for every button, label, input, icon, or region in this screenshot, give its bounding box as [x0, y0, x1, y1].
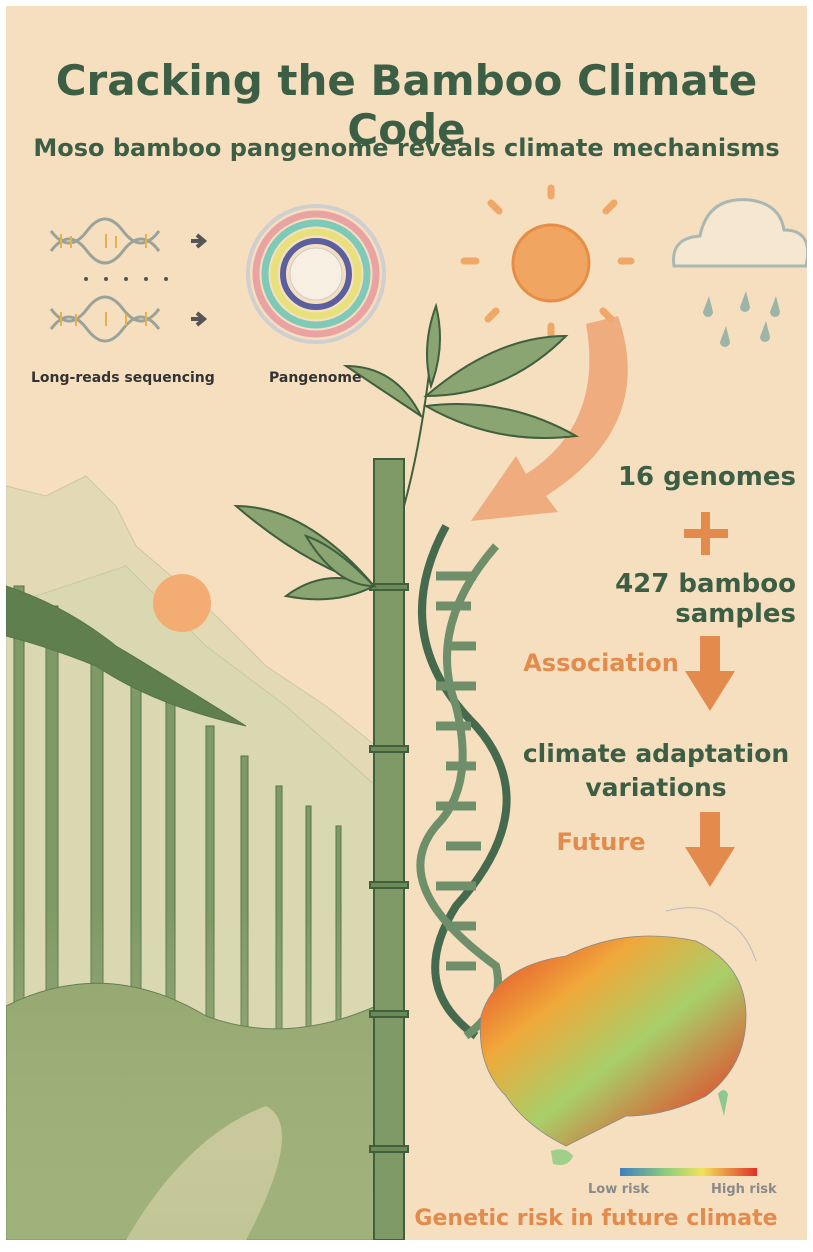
pangenome-circos-part	[290, 248, 342, 300]
fog	[6, 906, 376, 1240]
risk-map	[480, 908, 756, 1165]
dna-icons-part	[191, 235, 204, 325]
plus	[684, 512, 728, 555]
sun-small	[153, 574, 211, 632]
cloud	[674, 200, 807, 347]
dots-part	[84, 277, 88, 281]
cloud-part-part	[760, 321, 770, 342]
cloud-part-part	[740, 291, 750, 312]
flow-label: Future	[546, 828, 656, 856]
bamboo-stalk-part-part	[370, 746, 408, 752]
subtitle: Moso bamboo pangenome reveals climate me…	[6, 134, 807, 162]
bamboo-leaves-part	[427, 306, 440, 386]
plus-part	[701, 512, 710, 555]
bamboo-stalk-part-part	[370, 1146, 408, 1152]
cloud-part-part	[720, 326, 730, 347]
dots-part	[144, 277, 148, 281]
dna-icons-part-part	[61, 234, 146, 326]
down-arrow-part	[685, 812, 735, 887]
flow-label: Association	[516, 649, 686, 677]
poster: Cracking the Bamboo Climate Code Moso ba…	[6, 6, 807, 1240]
bamboo-leaves	[236, 306, 576, 599]
sun-part	[513, 225, 589, 301]
bamboo-stalk	[370, 459, 408, 1240]
risk-map-part	[480, 936, 746, 1146]
cloud-part	[674, 200, 807, 266]
map-caption: Genetic risk in future climate	[386, 1206, 806, 1231]
legend-label: Low risk	[588, 1182, 649, 1197]
risk-legend-bar	[620, 1168, 757, 1176]
pangenome-circos	[248, 206, 384, 342]
down-arrow-part	[685, 636, 735, 711]
bamboo-stalk-part-part	[370, 882, 408, 888]
bamboo-stalk-part-part	[370, 1011, 408, 1017]
risk-map-part	[718, 1090, 728, 1116]
page: {"header": {"title": "Cracking the Bambo…	[0, 6, 813, 1252]
dna-icons-part	[61, 234, 146, 326]
dots	[84, 277, 168, 281]
down-arrow	[685, 812, 735, 887]
bamboo-leaves-part	[426, 336, 566, 396]
risk-map-part	[551, 1149, 573, 1165]
bamboo-stalk-part	[374, 459, 404, 1240]
bamboo-leaves-part	[426, 404, 576, 438]
down-arrow	[685, 636, 735, 711]
panel-label: Pangenome	[269, 370, 361, 386]
panel-label: Long-reads sequencing	[31, 370, 215, 386]
legend-label: High risk	[711, 1182, 777, 1197]
dots-part	[104, 277, 108, 281]
dots-part	[164, 277, 168, 281]
cloud-part	[703, 291, 780, 347]
cloud-part-part	[703, 296, 713, 317]
sun	[464, 188, 631, 336]
dots-part	[124, 277, 128, 281]
cloud-part-part	[770, 296, 780, 317]
flow-text: 427 bamboo samples	[486, 569, 796, 629]
flow-text: 16 genomes	[566, 462, 796, 492]
flow-text: climate adaptation variations	[516, 737, 796, 805]
